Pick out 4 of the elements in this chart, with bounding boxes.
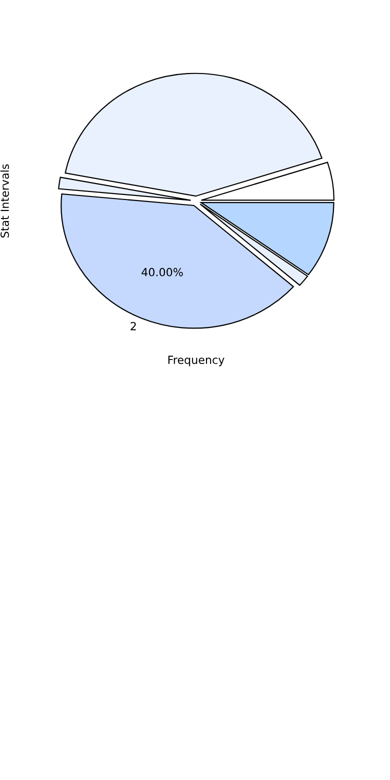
text: Stat Intervals xyxy=(0,164,9,238)
data-label: 40.00% xyxy=(142,268,183,276)
slice-label: 2 xyxy=(130,322,136,330)
text: Frequency xyxy=(168,356,224,366)
